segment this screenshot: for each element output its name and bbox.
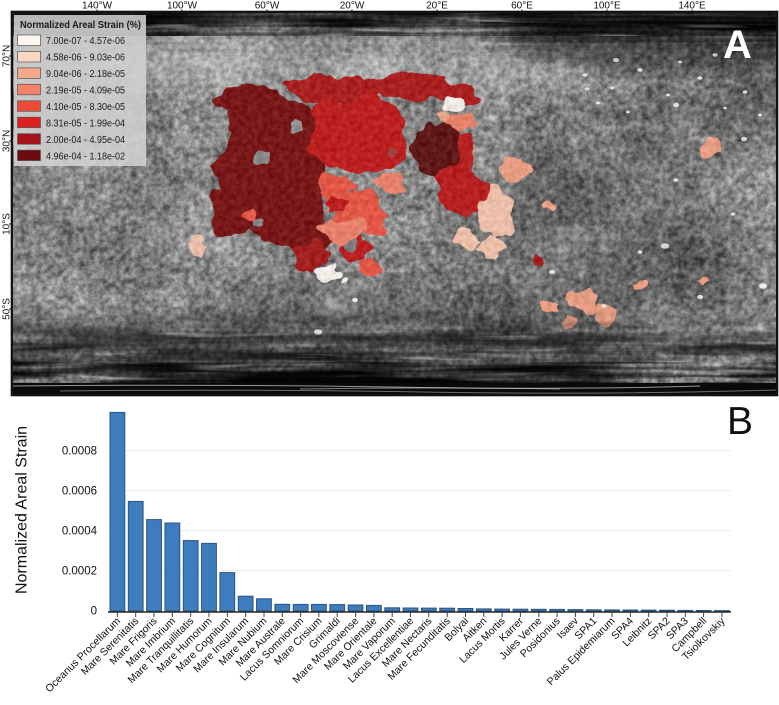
svg-text:7.00e-07 - 4.57e-06: 7.00e-07 - 4.57e-06 bbox=[46, 36, 125, 47]
svg-text:8.31e-05 - 1.99e-04: 8.31e-05 - 1.99e-04 bbox=[46, 119, 125, 130]
svg-text:2.00e-04 - 4.95e-04: 2.00e-04 - 4.95e-04 bbox=[46, 135, 125, 146]
svg-text:0.0004: 0.0004 bbox=[62, 526, 98, 538]
svg-text:B: B bbox=[727, 400, 753, 443]
svg-text:Normalized Areal Strain (%): Normalized Areal Strain (%) bbox=[20, 19, 141, 31]
svg-text:0.0008: 0.0008 bbox=[62, 446, 97, 458]
svg-text:A: A bbox=[723, 23, 752, 67]
svg-text:Normalized Areal Strain: Normalized Areal Strain bbox=[14, 426, 31, 594]
svg-text:0: 0 bbox=[91, 606, 97, 618]
svg-text:2.19e-05 - 4.09e-05: 2.19e-05 - 4.09e-05 bbox=[46, 86, 125, 97]
svg-text:4.58e-06 - 9.03e-06: 4.58e-06 - 9.03e-06 bbox=[46, 53, 125, 64]
svg-text:9.04e-06 - 2.18e-05: 9.04e-06 - 2.18e-05 bbox=[46, 69, 125, 80]
svg-text:4.96e-04 - 1.18e-02: 4.96e-04 - 1.18e-02 bbox=[46, 151, 125, 162]
svg-text:4.10e-05 - 8.30e-05: 4.10e-05 - 8.30e-05 bbox=[46, 102, 125, 113]
svg-text:0.0002: 0.0002 bbox=[62, 566, 97, 578]
svg-text:0.0006: 0.0006 bbox=[62, 486, 97, 498]
